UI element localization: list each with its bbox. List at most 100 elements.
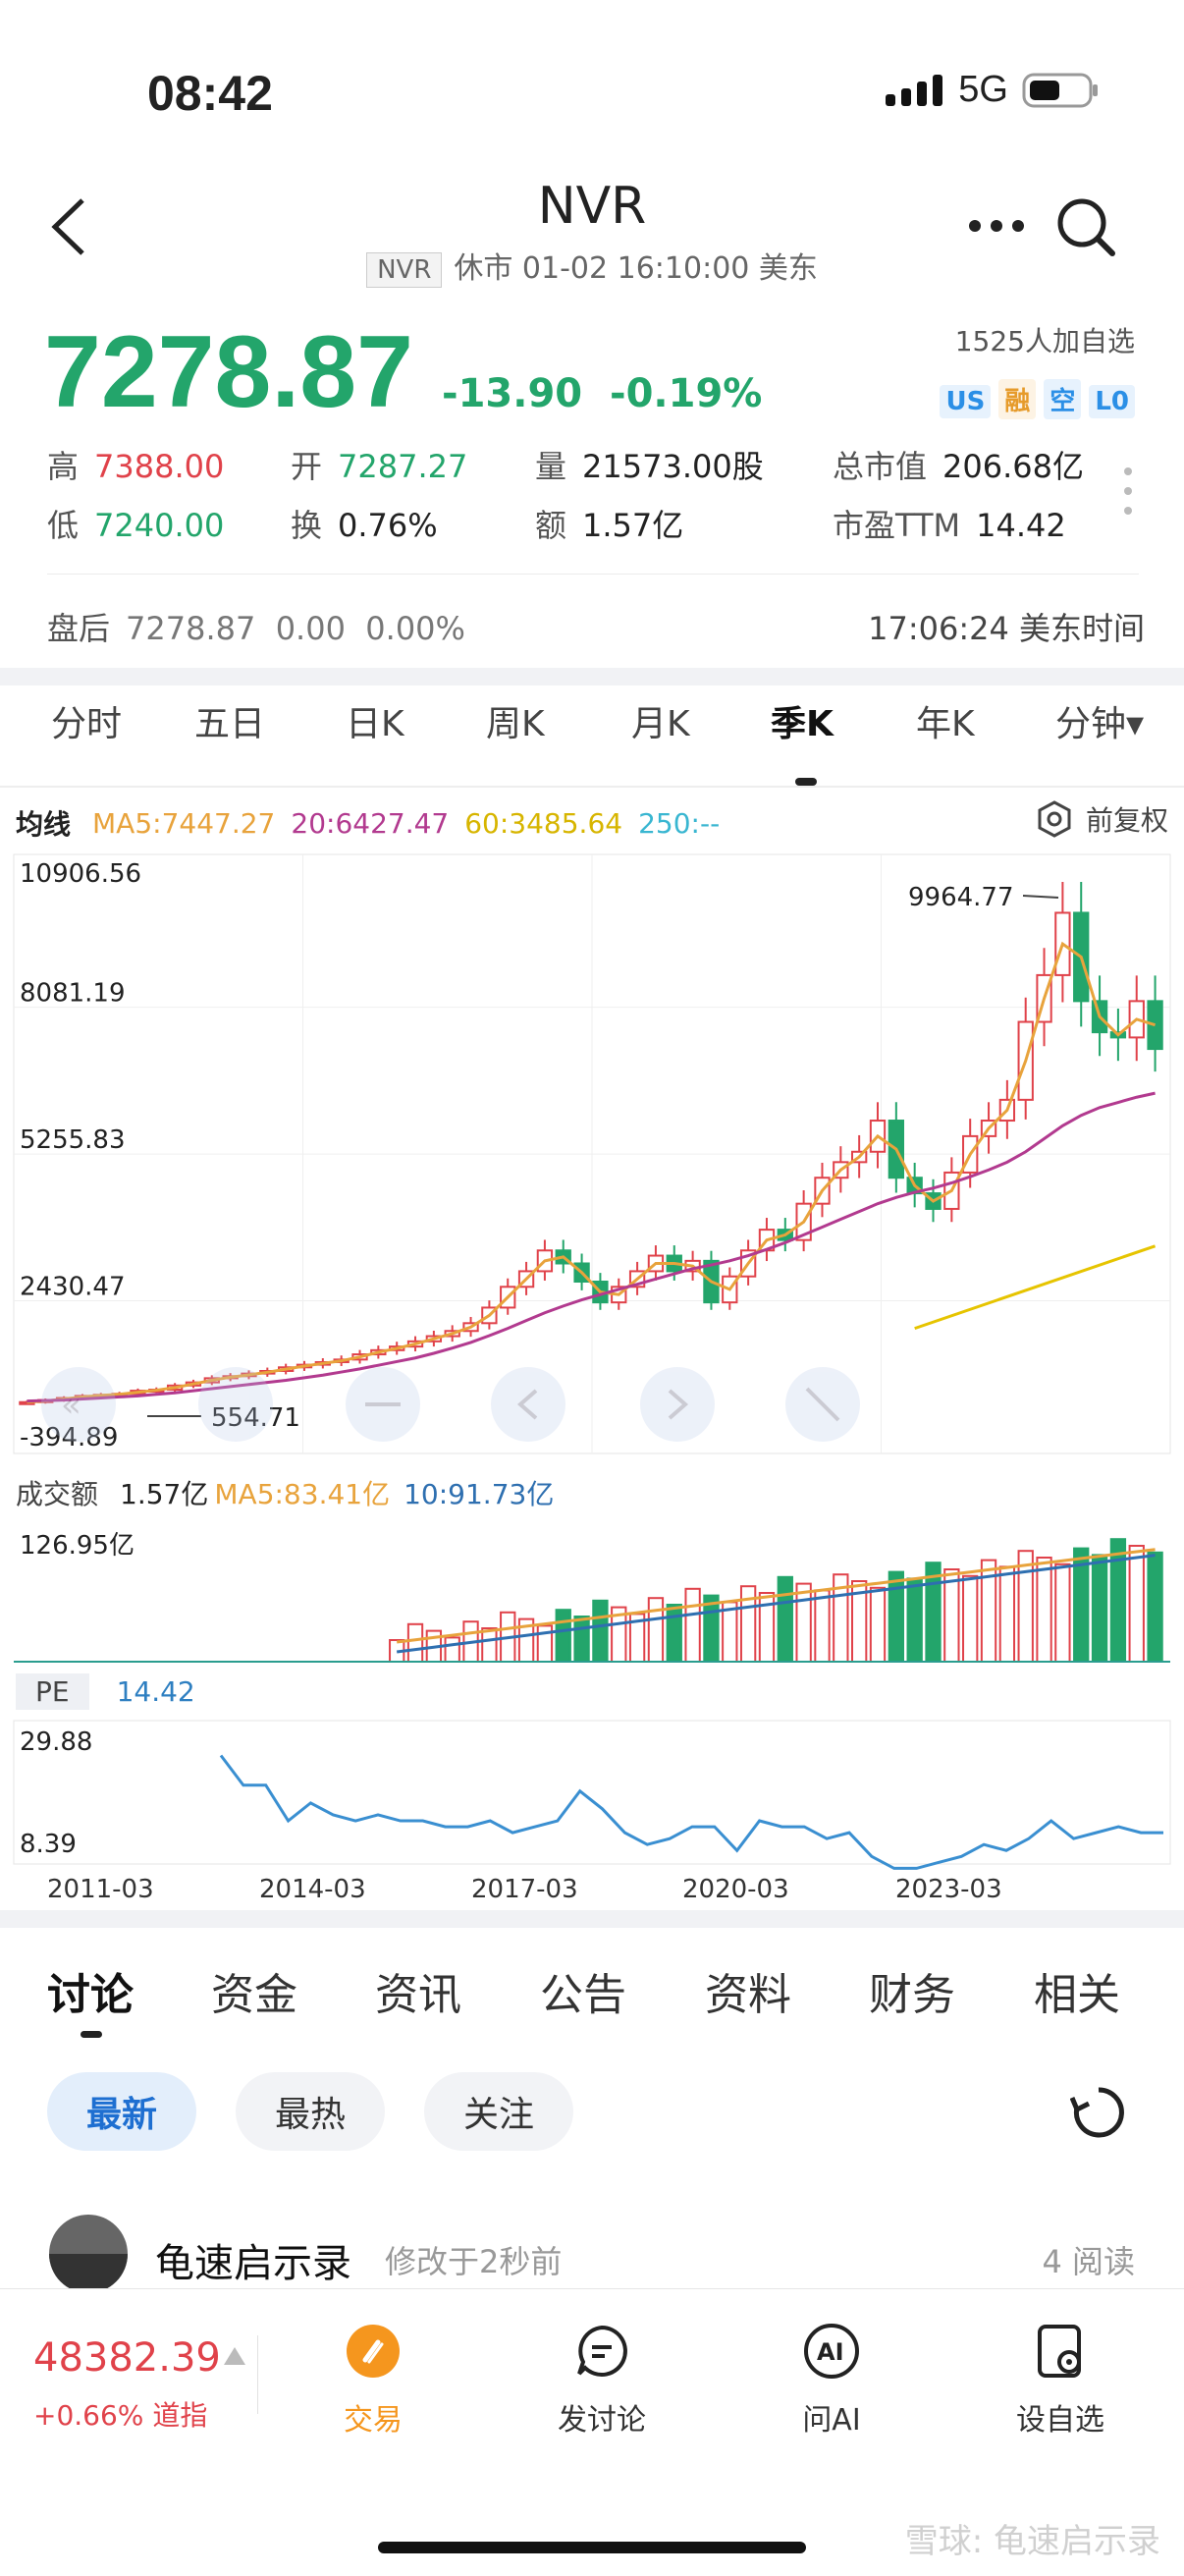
follower-count: 1525人加自选 (954, 325, 1135, 357)
restore-toggle[interactable]: 前复权 (1035, 799, 1168, 839)
arrow-up-icon (224, 2347, 245, 2365)
kline-tabs: 分时 五日 日K 周K 月K 季K 年K 分钟▾ (0, 695, 1184, 786)
stats-more-handle[interactable] (1123, 466, 1133, 520)
filter-latest[interactable]: 最新 (47, 2072, 196, 2151)
stat-low: 低 7240.00 (47, 507, 225, 544)
search-button[interactable] (1055, 196, 1118, 263)
back-button[interactable] (49, 196, 88, 261)
volume-bar (1091, 1554, 1108, 1663)
volume-bar (998, 1565, 1016, 1663)
volume-bar (906, 1577, 923, 1663)
more-button[interactable] (967, 216, 1026, 240)
volume-bar (869, 1586, 887, 1663)
max-price-label: 9964.77 (908, 883, 1014, 912)
tab-five-day[interactable]: 五日 (194, 704, 266, 744)
watermark: 雪球: 龟速启示录 (904, 2522, 1160, 2561)
zoom-out-button (346, 1367, 420, 1442)
tab-weekly[interactable]: 周K (486, 704, 545, 744)
post-author[interactable]: 龟速启示录 (155, 2241, 351, 2286)
avatar[interactable] (49, 2215, 128, 2293)
badge-us: US (940, 385, 992, 418)
pe-min-label: 8.39 (20, 1830, 77, 1859)
volume-bar (814, 1589, 831, 1663)
volume-bar (406, 1622, 424, 1664)
filter-hottest[interactable]: 最热 (236, 2072, 385, 2151)
bottom-divider (257, 2335, 258, 2414)
trade-label: 交易 (344, 2403, 403, 2438)
section-divider (0, 668, 1184, 685)
tab-discussion[interactable]: 讨论 (47, 1970, 134, 2020)
network-label: 5G (958, 69, 1008, 110)
tab-quarterly[interactable]: 季K (771, 704, 834, 744)
post-discussion-button[interactable]: 发讨论 (523, 2323, 680, 2439)
pe-legend: PE 14.42 (16, 1673, 195, 1710)
pe-label: PE (16, 1673, 89, 1710)
index-value[interactable]: 48382.39 (33, 2335, 221, 2381)
refresh-button[interactable] (1069, 2084, 1127, 2145)
comment-icon (577, 2325, 627, 2377)
pe-chart[interactable]: 29.88 8.39 2011-03 2014-03 2017-03 2020-03 2… (0, 1717, 1184, 1913)
tab-financials[interactable]: 财务 (869, 1970, 955, 2020)
tab-monthly[interactable]: 月K (631, 704, 690, 744)
tab-related[interactable]: 相关 (1034, 1970, 1120, 2020)
section-divider-2 (0, 1910, 1184, 1928)
tab-yearly[interactable]: 年K (916, 704, 975, 744)
candlestick-chart[interactable]: 10906.56 8081.19 5255.83 2430.47 -394.89 996… (0, 845, 1184, 1463)
volume-bar (1036, 1557, 1052, 1663)
badge-short: 空 (1044, 379, 1082, 419)
volume-bar (962, 1574, 979, 1663)
y-axis-label: 2430.47 (20, 1273, 126, 1302)
tab-daily[interactable]: 日K (346, 704, 404, 744)
volume-bar (888, 1570, 904, 1663)
index-name: 道指 (152, 2399, 208, 2432)
post-time: 修改于2秒前 (385, 2243, 563, 2280)
refresh-icon (1069, 2087, 1124, 2138)
stat-open: 开 7287.27 (291, 448, 468, 485)
stat-amount: 额 1.57亿 (535, 507, 684, 544)
pe-line (219, 1754, 1163, 1870)
chevron-left-icon (51, 198, 84, 255)
post-discussion-label: 发讨论 (558, 2403, 646, 2438)
post-reads: 4 阅读 (1042, 2243, 1135, 2280)
bottom-bar (0, 2288, 1184, 2576)
ma60-line (914, 1244, 1157, 1331)
volume-bar (777, 1575, 793, 1663)
add-watchlist-button[interactable]: 设自选 (982, 2323, 1139, 2439)
volume-max-label: 126.95亿 (20, 1531, 135, 1561)
volume-value: 1.57亿 (120, 1478, 209, 1510)
tab-announcements[interactable]: 公告 (540, 1970, 626, 2020)
volume-chart[interactable]: 126.95亿 (0, 1512, 1184, 1670)
y-axis-label: 10906.56 (20, 859, 141, 889)
min-annotation: 554.71 (147, 1403, 300, 1433)
ma-label: 均线 (16, 808, 72, 841)
x-axis-label: 2014-03 (259, 1875, 366, 1904)
market-status-text: 休市 01-02 16:10:00 美东 (454, 251, 818, 286)
status-time: 08:42 (147, 66, 273, 121)
tab-minute[interactable]: 分钟▾ (1055, 704, 1145, 744)
battery-icon (1022, 73, 1098, 107)
tab-profile[interactable]: 资料 (705, 1970, 791, 2020)
filter-following[interactable]: 关注 (424, 2072, 573, 2151)
scroll-left-fast-button (41, 1367, 116, 1442)
ai-icon: AI (804, 2324, 859, 2379)
vertical-dots-icon (1124, 467, 1132, 515)
volume-bar (647, 1597, 665, 1663)
market-badges: US 融空 L0 (932, 379, 1135, 419)
ma-legend: 均线 MA5:7447.27 20:6427.47 60:3485.64 250… (16, 803, 720, 843)
trade-button[interactable]: 交易 (295, 2323, 452, 2439)
scroll-right-button (640, 1367, 715, 1442)
fullscreen-button (785, 1367, 860, 1442)
change-value: -13.90 (442, 371, 583, 416)
volume-bar (573, 1616, 590, 1663)
price-change: -13.90 -0.19% (442, 371, 762, 416)
signal-icon (886, 74, 943, 106)
volume-ma5: MA5:83.41亿 (214, 1478, 391, 1510)
tab-funds[interactable]: 资金 (211, 1970, 297, 2020)
ma250-value: 250:-- (638, 806, 721, 840)
tab-intraday[interactable]: 分时 (51, 704, 123, 744)
stat-market-cap: 总市值 206.68亿 (833, 448, 1084, 485)
tab-news[interactable]: 资讯 (375, 1970, 461, 2020)
y-axis-label: 5255.83 (20, 1125, 126, 1155)
ask-ai-button[interactable]: AI 问AI (753, 2323, 910, 2439)
stock-title: NVR (537, 177, 647, 236)
